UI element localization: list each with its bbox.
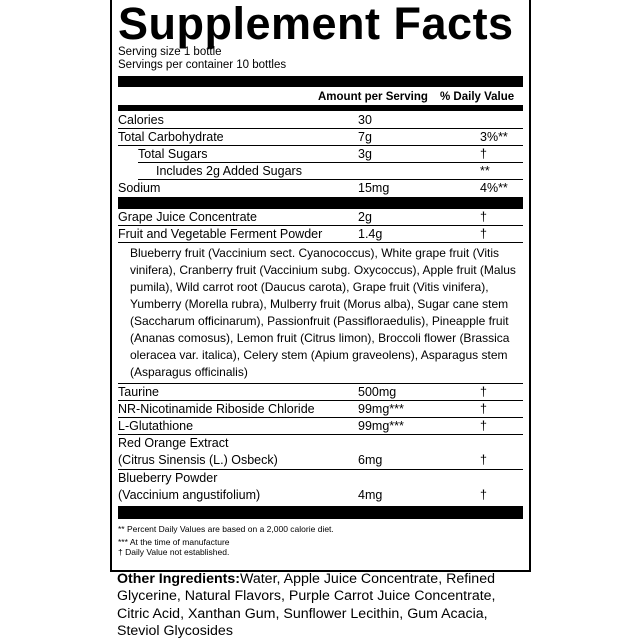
- nutrient-row: Sodium 15mg 4%**: [118, 180, 523, 196]
- footnote: *** At the time of manufacture: [118, 536, 230, 547]
- ingredient-name: NR-Nicotinamide Riboside Chloride: [118, 402, 315, 416]
- ingredient-dv: †: [480, 227, 487, 241]
- nutrient-row: Total Carbohydrate 7g 3%**: [118, 129, 523, 146]
- amount-header: Amount per Serving: [318, 91, 428, 103]
- ingredient-row: Taurine 500mg †: [118, 384, 523, 401]
- ingredient-dv: †: [480, 210, 487, 224]
- nutrient-name: Total Carbohydrate: [118, 130, 224, 144]
- ingredient-amount: 99mg***: [358, 419, 404, 433]
- ingredient-amount: 99mg***: [358, 402, 404, 416]
- ingredient-name: Taurine: [118, 385, 159, 399]
- nutrient-dv: **: [480, 164, 490, 178]
- divider-bar: [118, 506, 523, 519]
- ingredient-name: Grape Juice Concentrate: [118, 210, 257, 224]
- column-header: Amount per Serving % Daily Value: [118, 87, 523, 105]
- nutrient-name: Includes 2g Added Sugars: [156, 164, 302, 178]
- ingredient-row: NR-Nicotinamide Riboside Chloride 99mg***…: [118, 401, 523, 418]
- nutrient-dv: †: [480, 147, 487, 161]
- ingredient-name: L-Glutathione: [118, 419, 194, 433]
- divider-bar: [118, 76, 523, 87]
- ingredient-dv: †: [480, 453, 487, 467]
- ingredient-source: (Citrus Sinensis (L.) Osbeck): [118, 453, 278, 467]
- ingredient-row: Red Orange Extract (Citrus Sinensis (L.) …: [118, 435, 523, 470]
- ingredient-amount: 500mg: [358, 385, 397, 399]
- ingredient-dv: †: [480, 402, 487, 416]
- footnote: † Daily Value not established.: [118, 547, 230, 557]
- ferment-blend-list: Blueberry fruit (Vaccinium sect. Cyanoco…: [118, 243, 523, 384]
- nutrient-dv: 4%**: [480, 181, 508, 195]
- ingredient-name: Red Orange Extract: [118, 436, 229, 450]
- ingredient-amount: 6mg: [358, 453, 383, 467]
- serving-size: Serving size 1 bottle: [118, 46, 222, 58]
- divider-bar: [118, 105, 523, 111]
- panel-title: Supplement Facts: [118, 0, 514, 49]
- nutrient-amount: 3g: [358, 147, 372, 161]
- ingredient-row: Fruit and Vegetable Ferment Powder 1.4g †: [118, 226, 523, 243]
- ingredient-row: Blueberry Powder (Vaccinium angustifolium…: [118, 470, 523, 504]
- divider-bar: [118, 197, 523, 209]
- nutrient-row: Calories 30: [118, 112, 523, 129]
- other-ingredients-label: Other Ingredients:: [117, 571, 240, 587]
- nutrient-name: Sodium: [118, 181, 161, 195]
- nutrient-name: Total Sugars: [138, 147, 208, 161]
- other-ingredients-text: Water, Apple Juice Concentrate, Refined …: [117, 571, 496, 639]
- ingredient-source: (Vaccinium angustifolium): [118, 488, 261, 502]
- ingredient-amount: 2g: [358, 210, 372, 224]
- ingredient-row: L-Glutathione 99mg*** †: [118, 418, 523, 435]
- servings-per-container: Servings per container 10 bottles: [118, 59, 287, 71]
- ingredient-name: Fruit and Vegetable Ferment Powder: [118, 227, 323, 241]
- nutrient-amount: 15mg: [358, 181, 390, 195]
- dv-header: % Daily Value: [440, 91, 515, 103]
- ingredient-dv: †: [480, 419, 487, 433]
- supplement-facts-panel: Supplement Facts Serving size 1 bottle S…: [110, 0, 531, 572]
- footnote: ** Percent Daily Values are based on a 2…: [118, 524, 334, 534]
- ingredient-row: Grape Juice Concentrate 2g †: [118, 209, 523, 226]
- ingredient-name: Blueberry Powder: [118, 471, 218, 485]
- nutrient-amount: 30: [358, 113, 372, 127]
- ingredient-amount: 4mg: [358, 488, 383, 502]
- nutrient-amount: 7g: [358, 130, 372, 144]
- ingredient-dv: †: [480, 488, 487, 502]
- ingredient-dv: †: [480, 385, 487, 399]
- nutrient-row: Includes 2g Added Sugars **: [138, 163, 523, 180]
- other-ingredients: Other Ingredients:Water, Apple Juice Con…: [117, 571, 517, 640]
- nutrient-row: Total Sugars 3g †: [138, 146, 523, 163]
- ingredient-amount: 1.4g: [358, 227, 383, 241]
- nutrient-name: Calories: [118, 113, 164, 127]
- nutrient-dv: 3%**: [480, 130, 508, 144]
